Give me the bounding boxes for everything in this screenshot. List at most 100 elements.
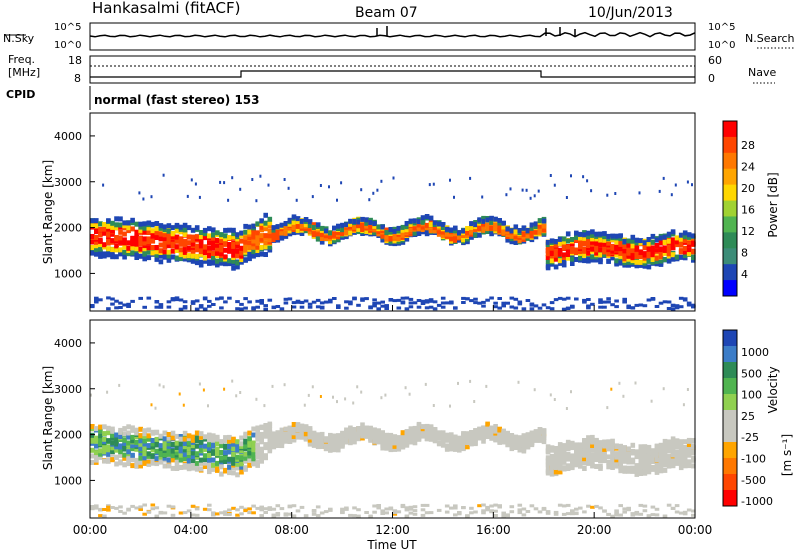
echo-cell — [521, 437, 527, 442]
echo-cell — [340, 511, 345, 515]
echo-cell — [545, 444, 551, 450]
echo-cell — [126, 508, 131, 512]
echo-cell — [154, 252, 160, 258]
echo-cell — [287, 504, 293, 508]
echo-cell — [239, 302, 244, 306]
echo-cell — [211, 513, 216, 517]
echo-cell — [477, 435, 482, 441]
echo-cell — [110, 457, 115, 463]
echo-cell — [549, 445, 555, 451]
echo-cell — [533, 224, 539, 230]
echo-cell — [223, 236, 228, 242]
echo-cell — [170, 231, 176, 236]
echo-cell — [517, 380, 520, 384]
echo-cell — [122, 303, 127, 307]
echo-cell — [590, 302, 595, 306]
echo-cell — [444, 226, 450, 232]
echo-cell — [275, 504, 281, 508]
echo-cell — [602, 247, 607, 253]
echo-cell — [642, 263, 648, 269]
colorbar-swatch — [723, 410, 737, 427]
echo-cell — [449, 178, 451, 182]
echo-cell — [162, 227, 168, 233]
echo-cell — [565, 231, 571, 237]
echo-cell — [267, 421, 273, 427]
y-tick-label: 2000 — [54, 429, 82, 442]
echo-cell — [287, 231, 293, 237]
echo-cell — [578, 239, 583, 245]
echo-cell — [178, 446, 184, 452]
echo-cell — [319, 225, 325, 231]
echo-cell — [162, 445, 168, 451]
echo-cell — [275, 430, 281, 436]
echo-cell — [158, 242, 164, 248]
echo-cell — [586, 179, 589, 183]
echo-cell — [352, 506, 357, 510]
echo-cell — [118, 449, 123, 455]
echo-cell — [489, 224, 494, 230]
echo-cell — [582, 252, 587, 258]
echo-cell — [610, 387, 613, 391]
echo-cell — [388, 436, 394, 442]
echo-cell — [94, 250, 99, 256]
echo-cell — [549, 453, 555, 459]
echo-cell — [416, 226, 422, 232]
echo-cell — [642, 458, 648, 464]
echo-cell — [348, 434, 353, 439]
echo-cell — [392, 512, 398, 516]
echo-cell — [658, 240, 664, 246]
echo-cell — [666, 307, 672, 310]
echo-cell — [356, 303, 361, 307]
echo-cell — [420, 508, 426, 512]
echo-cell — [251, 504, 256, 508]
echo-cell — [440, 229, 446, 235]
echo-cell — [267, 223, 273, 229]
echo-cell — [239, 233, 244, 239]
echo-cell — [215, 246, 220, 252]
echo-cell — [110, 228, 115, 234]
echo-cell — [190, 258, 196, 264]
echo-cell — [146, 225, 152, 231]
echo-cell — [481, 509, 486, 513]
echo-cell — [142, 458, 147, 464]
echo-cell — [142, 236, 147, 242]
echo-cell — [634, 510, 640, 514]
echo-cell — [662, 442, 668, 448]
echo-cell — [670, 255, 676, 261]
echo-cell — [602, 451, 607, 457]
echo-cell — [102, 444, 107, 450]
echo-cell — [457, 234, 462, 240]
echo-cell — [686, 251, 692, 257]
echo-cell — [505, 436, 510, 442]
echo-cell — [227, 508, 232, 512]
echo-cell — [186, 440, 192, 446]
echo-cell — [263, 430, 268, 436]
echo-cell — [650, 455, 656, 461]
echo-cell — [618, 250, 623, 256]
echo-cell — [513, 240, 519, 245]
echo-cell — [473, 436, 478, 442]
echo-cell — [170, 513, 176, 517]
echo-cell — [315, 437, 321, 443]
echo-cell — [243, 442, 248, 448]
echo-cell — [691, 257, 696, 263]
echo-cell — [388, 227, 394, 232]
echo-cell — [376, 307, 381, 311]
echo-cell — [396, 435, 402, 441]
echo-cell — [658, 456, 664, 462]
echo-cell — [545, 470, 551, 476]
echo-cell — [263, 442, 268, 448]
echo-cell — [158, 303, 164, 307]
echo-cell — [340, 433, 345, 439]
echo-cell — [255, 397, 258, 401]
echo-cell — [392, 439, 398, 444]
echo-cell — [255, 237, 260, 243]
echo-cell — [638, 254, 644, 260]
cpid-text: normal (fast stereo) 153 — [94, 93, 260, 107]
echo-cell — [134, 430, 139, 436]
echo-cell — [570, 241, 575, 247]
echo-cell — [114, 225, 119, 231]
echo-cell — [344, 432, 349, 438]
echo-cell — [215, 297, 220, 301]
echo-cell — [666, 503, 672, 507]
